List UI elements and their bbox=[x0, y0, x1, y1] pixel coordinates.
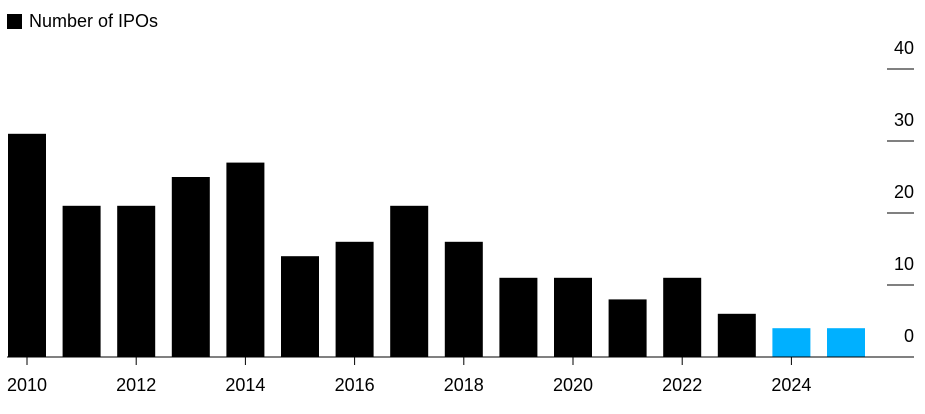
x-tick-label: 2014 bbox=[225, 375, 265, 395]
bar bbox=[390, 205, 429, 357]
x-tick-label: 2024 bbox=[771, 375, 811, 395]
legend-swatch bbox=[7, 14, 22, 29]
legend-label: Number of IPOs bbox=[29, 11, 158, 31]
bar bbox=[772, 328, 811, 357]
bar bbox=[663, 277, 702, 357]
bar bbox=[827, 328, 865, 357]
x-tick-label: 2020 bbox=[553, 375, 593, 395]
bar bbox=[554, 277, 592, 357]
y-tick-label: 0 bbox=[904, 326, 914, 346]
x-tick-label: 2018 bbox=[444, 375, 484, 395]
bar bbox=[499, 277, 538, 357]
bar bbox=[8, 133, 46, 357]
bar bbox=[444, 241, 483, 357]
y-tick-label: 30 bbox=[894, 110, 914, 130]
y-tick-label: 10 bbox=[894, 254, 914, 274]
bar bbox=[117, 205, 156, 357]
bar bbox=[335, 241, 374, 357]
x-tick-label: 2016 bbox=[335, 375, 375, 395]
bar bbox=[226, 162, 265, 357]
bar bbox=[281, 256, 319, 357]
bar bbox=[717, 313, 756, 357]
bar bbox=[171, 177, 210, 357]
bar bbox=[62, 205, 101, 357]
x-tick-label: 2010 bbox=[7, 375, 47, 395]
bar bbox=[608, 299, 647, 357]
y-tick-label: 20 bbox=[894, 182, 914, 202]
x-tick-label: 2022 bbox=[662, 375, 702, 395]
y-tick-label: 40 bbox=[894, 38, 914, 58]
x-tick-label: 2012 bbox=[116, 375, 156, 395]
